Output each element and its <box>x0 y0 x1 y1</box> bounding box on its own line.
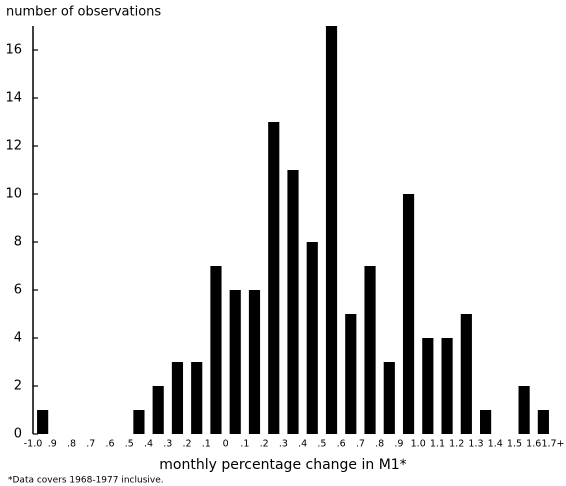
x-tick-label: .2 <box>260 439 269 450</box>
bar <box>171 362 184 434</box>
x-tick-label: .1 <box>202 439 211 450</box>
bar <box>325 26 338 434</box>
bar <box>268 122 280 434</box>
bar <box>287 170 299 434</box>
footnote: *Data covers 1968-1977 inclusive. <box>8 476 164 486</box>
bar <box>383 362 395 434</box>
x-tick-label: .4 <box>144 439 153 450</box>
bar <box>518 386 530 434</box>
bar <box>402 194 415 434</box>
bar <box>460 314 472 434</box>
x-tick-label: .3 <box>279 439 288 450</box>
x-tick-label: .7 <box>86 439 95 450</box>
bar <box>480 410 492 434</box>
x-tick-label: .4 <box>298 439 307 450</box>
x-tick-label: .7 <box>356 439 365 450</box>
x-tick-label: .9 <box>48 439 57 450</box>
y-tick-label: 2 <box>14 379 22 394</box>
bar <box>210 266 222 434</box>
bar <box>537 410 549 434</box>
x-tick-label: 1.3 <box>468 439 483 450</box>
bar <box>345 314 357 434</box>
bar <box>248 290 261 434</box>
bar <box>191 362 203 434</box>
bar <box>364 266 376 434</box>
x-tick-label: .6 <box>105 439 114 450</box>
x-tick-label: .8 <box>375 439 384 450</box>
x-tick-label: -1.0 <box>24 439 43 450</box>
y-tick-label: 10 <box>5 187 22 202</box>
x-tick-label: 1.5 <box>507 439 522 450</box>
y-tick-label: 6 <box>14 283 22 298</box>
x-tick-label: 1.1 <box>430 439 445 450</box>
bar <box>422 338 434 434</box>
x-tick-label: .3 <box>163 439 172 450</box>
x-tick-label: .8 <box>67 439 76 450</box>
bar <box>37 410 49 434</box>
y-tick-label: 14 <box>5 91 22 106</box>
x-tick-label: .2 <box>183 439 192 450</box>
bar <box>306 242 318 434</box>
y-tick-label: 12 <box>5 139 22 154</box>
bar <box>133 410 145 434</box>
x-tick-label: .9 <box>394 439 403 450</box>
y-tick-label: 0 <box>14 427 22 442</box>
bar <box>441 338 453 434</box>
x-tick-label: .6 <box>337 439 346 450</box>
y-axis-title: number of observations <box>6 5 161 20</box>
x-axis-title: monthly percentage change in M1* <box>159 457 406 473</box>
y-tick-label: 16 <box>5 43 22 58</box>
x-tick-label: .1 <box>240 439 249 450</box>
bar <box>152 386 164 434</box>
x-tick-label: .5 <box>317 439 326 450</box>
y-tick-label: 4 <box>14 331 22 346</box>
x-tick-label: 1.4 <box>488 439 503 450</box>
y-tick-label: 8 <box>14 235 22 250</box>
x-tick-label: .5 <box>125 439 134 450</box>
x-tick-label: 1.0 <box>411 439 426 450</box>
x-tick-label: 1.7+ <box>541 439 564 450</box>
x-tick-label: 0 <box>223 439 229 450</box>
x-tick-label: 1.6 <box>526 439 541 450</box>
x-tick-label: 1.2 <box>449 439 464 450</box>
bar <box>229 290 241 434</box>
